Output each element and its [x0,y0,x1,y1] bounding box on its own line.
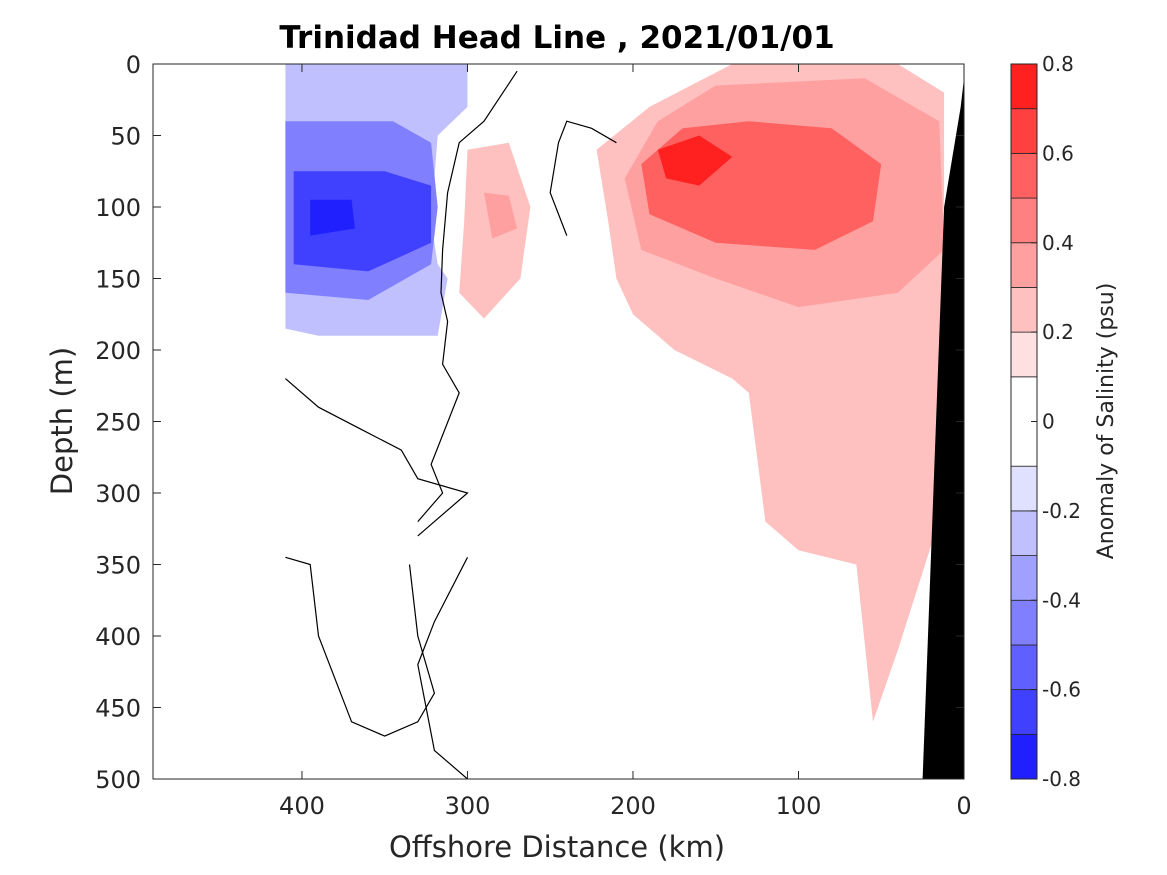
y-axis-label: Depth (m) [45,347,79,495]
y-tick-label: 0 [126,51,141,79]
colorbar-segment [1010,465,1038,512]
colorbar-label: Anomaly of Salinity (psu) [1094,283,1119,560]
chart-title: Trinidad Head Line , 2021/01/01 [279,20,834,56]
colorbar-segment [1010,152,1038,199]
fresh-core-region-2 [293,171,432,272]
x-tick-label: 300 [445,792,491,820]
colorbar-segment [1010,599,1038,646]
colorbar-tick-label: -0.4 [1042,588,1081,612]
y-tick-label: 250 [95,409,141,437]
colorbar-segment [1010,644,1038,691]
y-tick-label: 150 [95,266,141,294]
colorbar: -0.8 -0.6 -0.4 -0.2 0 0.2 0.4 0.6 0.8 [1010,52,1081,791]
colorbar-tick-label: -0.6 [1042,678,1081,702]
colorbar-segment [1010,108,1038,154]
y-tick-label: 300 [95,480,141,508]
colorbar-segment [1010,555,1038,601]
colorbar-segment [1010,689,1038,735]
colorbar-tick-label: -0.8 [1042,767,1081,791]
colorbar-tick-label: 0.2 [1042,320,1074,344]
x-tick-label: 100 [776,792,822,820]
zero-contour-line-2 [285,556,436,737]
colorbar-segment [1010,197,1038,244]
y-tick-label: 450 [95,695,141,723]
colorbar-segment [1010,510,1038,556]
y-tick-label: 50 [110,123,141,151]
colorbar-tick-label: 0.8 [1042,52,1074,76]
y-tick-label: 400 [95,623,141,651]
fresh-core-region-3 [310,199,355,236]
y-tick-label: 100 [95,194,141,222]
contour-fills [285,64,945,722]
colorbar-tick-label: -0.2 [1042,499,1081,523]
zero-contour-line-0 [417,70,518,522]
colorbar-segment [1010,331,1038,378]
colorbar-segment [1010,287,1038,333]
salty-core-region-9 [657,135,733,186]
colorbar-segment [1010,242,1038,288]
colorbar-tick-label: 0.6 [1042,141,1074,165]
colorbar-tick-label: 0 [1042,410,1055,434]
colorbar-segment [1010,733,1038,780]
x-tick-label: 200 [610,792,656,820]
y-tick-label: 500 [95,766,141,794]
topography-polygon [922,78,964,779]
zero-contours [285,70,617,779]
y-axis: 0 50 100 150 200 250 300 350 400 450 500 [95,51,964,794]
x-tick-label: 400 [279,792,325,820]
y-tick-label: 350 [95,552,141,580]
zero-contour-line-4 [549,120,617,236]
topography-mask [922,78,964,779]
zero-contour-line-1 [285,378,469,537]
y-tick-label: 200 [95,337,141,365]
x-axis-label: Offshore Distance (km) [389,830,725,864]
x-tick-label: 0 [956,792,971,820]
colorbar-segment [1010,63,1038,110]
x-axis: 400 300 200 100 0 [279,64,972,820]
zero-contour-line-3 [417,557,469,779]
salty-patch-region-5 [484,192,518,239]
colorbar-tick-label: 0.4 [1042,231,1074,255]
